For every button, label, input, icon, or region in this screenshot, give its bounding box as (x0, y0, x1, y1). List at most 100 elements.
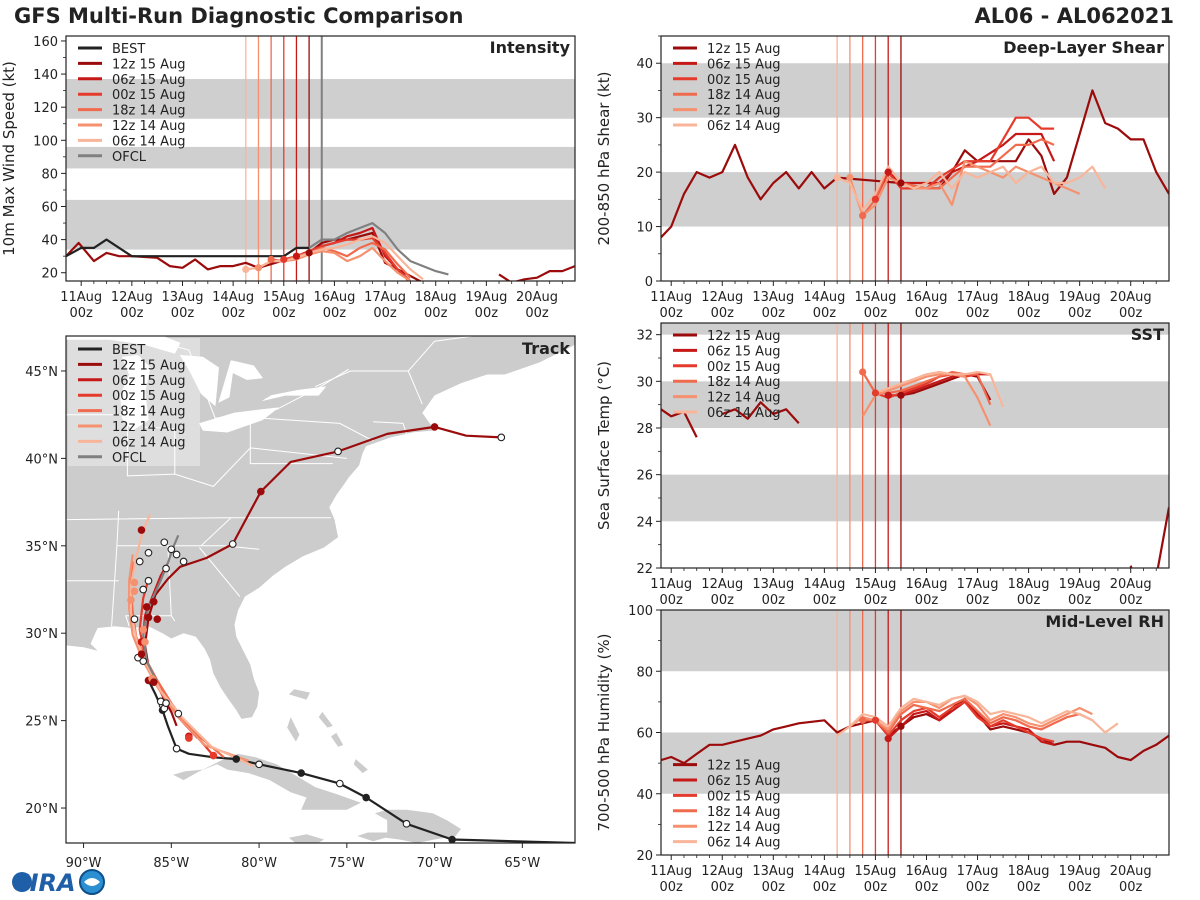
point-06z-14-aug-5-0 (242, 265, 250, 274)
x-tick-label-0: 11Aug 00z (60, 290, 102, 321)
x-tick-day-2: 13Aug (162, 290, 204, 305)
y-tick-label-4: 100 (628, 604, 653, 619)
track-point-best-0-6 (232, 755, 241, 763)
x-tick-day-9: 20Aug (516, 290, 558, 305)
series-line-12z-15-aug-0 (66, 231, 423, 281)
point-18z-14-aug-3-0 (859, 212, 867, 220)
legend-label-06z-14-aug: 06z 14 Aug (707, 119, 781, 134)
legend-label-18z-14-aug: 18z 14 Aug (112, 405, 186, 420)
state-border-6 (200, 517, 232, 547)
x-tick-hour-2: 00z (762, 880, 786, 895)
y-tick-label-7: 160 (33, 35, 58, 50)
track-point-12z-14-aug-6-1 (139, 657, 148, 666)
x-tick-day-0: 11Aug (60, 290, 102, 305)
x-tick-hour-8: 00z (1068, 306, 1092, 321)
x-tick-hour-1: 00z (711, 593, 735, 608)
band-1 (661, 610, 1169, 672)
x-tick-hour-7: 00z (424, 306, 448, 321)
track-point-best-0-3 (335, 779, 344, 788)
x-tick-day-4: 15Aug (854, 864, 896, 879)
track-point-12z-15-aug-1-6 (334, 447, 342, 456)
lat-label-4: 40°N (25, 452, 58, 467)
x-tick-day-0: 11Aug (650, 577, 692, 592)
legend-label-00z-15-aug: 00z 15 Aug (112, 389, 186, 404)
series-line-12z-14-aug-4 (849, 694, 1093, 731)
series-line-06z-14-aug-6 (245, 235, 424, 281)
plot-frame (660, 35, 1170, 282)
track-point-best-0-4 (297, 769, 305, 777)
logo-swirl-icon (84, 878, 100, 886)
x-tick-day-3: 14Aug (212, 290, 254, 305)
lon-label-3: 75°W (329, 856, 365, 871)
legend-label-18z-14-aug: 18z 14 Aug (707, 805, 781, 820)
x-tick-label-4: 15Aug 00z (263, 290, 305, 321)
legend-label-best: BEST (112, 343, 145, 358)
y-tick-label-2: 60 (41, 201, 58, 216)
y-tick-label-1: 24 (636, 515, 653, 530)
x-tick-label-7: 18Aug 00z (1008, 290, 1050, 321)
x-tick-label-1: 12Aug 00z (111, 290, 153, 321)
x-tick-hour-1: 00z (711, 306, 735, 321)
lat-label-0: 20°N (25, 802, 58, 817)
band-1 (66, 146, 575, 169)
x-tick-day-5: 16Aug (906, 577, 948, 592)
point-18z-14-aug-3-0 (859, 716, 867, 724)
x-tick-label-3: 14Aug 00z (803, 864, 845, 895)
track-point-12z-14-aug-6-8 (139, 585, 148, 594)
point-06z-15-aug-1-0 (884, 735, 892, 743)
bahamas-land-5 (353, 759, 368, 774)
x-tick-label-1: 12Aug 00z (701, 864, 743, 895)
series-line-00z-15-aug-2 (874, 700, 1055, 743)
x-tick-day-9: 20Aug (1110, 864, 1152, 879)
x-tick-label-2: 13Aug 00z (752, 577, 794, 608)
x-tick-day-5: 16Aug (313, 290, 355, 305)
x-tick-hour-2: 00z (171, 306, 195, 321)
track-point-12z-15-aug-7-4 (137, 650, 146, 658)
x-tick-label-2: 13Aug 00z (752, 290, 794, 321)
legend-label-00z-15-aug: 00z 15 Aug (707, 73, 781, 88)
x-tick-hour-4: 00z (864, 593, 888, 608)
lon-label-4: 70°W (417, 856, 453, 871)
x-tick-label-6: 17Aug 00z (957, 290, 999, 321)
x-tick-label-5: 16Aug 00z (906, 577, 948, 608)
lat-label-3: 35°N (25, 540, 58, 555)
track-point-best-0-5 (255, 760, 263, 769)
legend-label-12z-15-aug: 12z 15 Aug (112, 57, 186, 72)
x-tick-day-3: 14Aug (803, 577, 845, 592)
x-tick-label-1: 12Aug 00z (701, 577, 743, 608)
legend-label-06z-15-aug: 06z 15 Aug (112, 374, 186, 389)
point-00z-15-aug-2-0 (871, 195, 880, 203)
point-00z-15-aug-2-0 (871, 716, 880, 724)
lon-label-5: 65°W (504, 856, 540, 871)
x-tick-hour-2: 00z (762, 593, 786, 608)
track-point-12z-14-aug-6-6 (127, 596, 135, 604)
panel-title: Mid-Level RH (1045, 612, 1164, 631)
x-tick-hour-4: 00z (272, 306, 296, 321)
bahamas-land-3 (318, 711, 333, 728)
x-tick-day-1: 12Aug (111, 290, 153, 305)
jamaica-land (288, 834, 324, 843)
x-tick-hour-3: 00z (813, 593, 837, 608)
legend-label-06z-14-aug: 06z 14 Aug (112, 134, 186, 149)
legend-label-ofcl: OFCL (112, 150, 147, 165)
x-tick-day-7: 18Aug (1008, 577, 1050, 592)
x-tick-hour-2: 00z (762, 306, 786, 321)
y-tick-label-0: 0 (645, 275, 653, 290)
legend-label-12z-14-aug: 12z 14 Aug (707, 104, 781, 119)
y-tick-label-6: 140 (33, 68, 58, 83)
series-line-12z-15-aug-4 (1156, 507, 1169, 568)
x-tick-day-8: 19Aug (1059, 290, 1101, 305)
lon-label-0: 90°W (66, 856, 102, 871)
legend-label-06z-14-aug: 06z 14 Aug (707, 406, 781, 421)
x-tick-day-5: 16Aug (906, 864, 948, 879)
track-point-12z-15-aug-1-3 (179, 557, 188, 566)
legend-label-18z-14-aug: 18z 14 Aug (707, 88, 781, 103)
x-tick-hour-3: 00z (813, 306, 837, 321)
panel-title: Track (522, 339, 570, 358)
track-point-best-0-7 (172, 744, 181, 753)
legend-box (68, 338, 200, 466)
x-tick-hour-6: 00z (966, 880, 990, 895)
figure-title: GFS Multi-Run Diagnostic Comparison (14, 4, 464, 28)
x-tick-label-1: 12Aug 00z (701, 290, 743, 321)
